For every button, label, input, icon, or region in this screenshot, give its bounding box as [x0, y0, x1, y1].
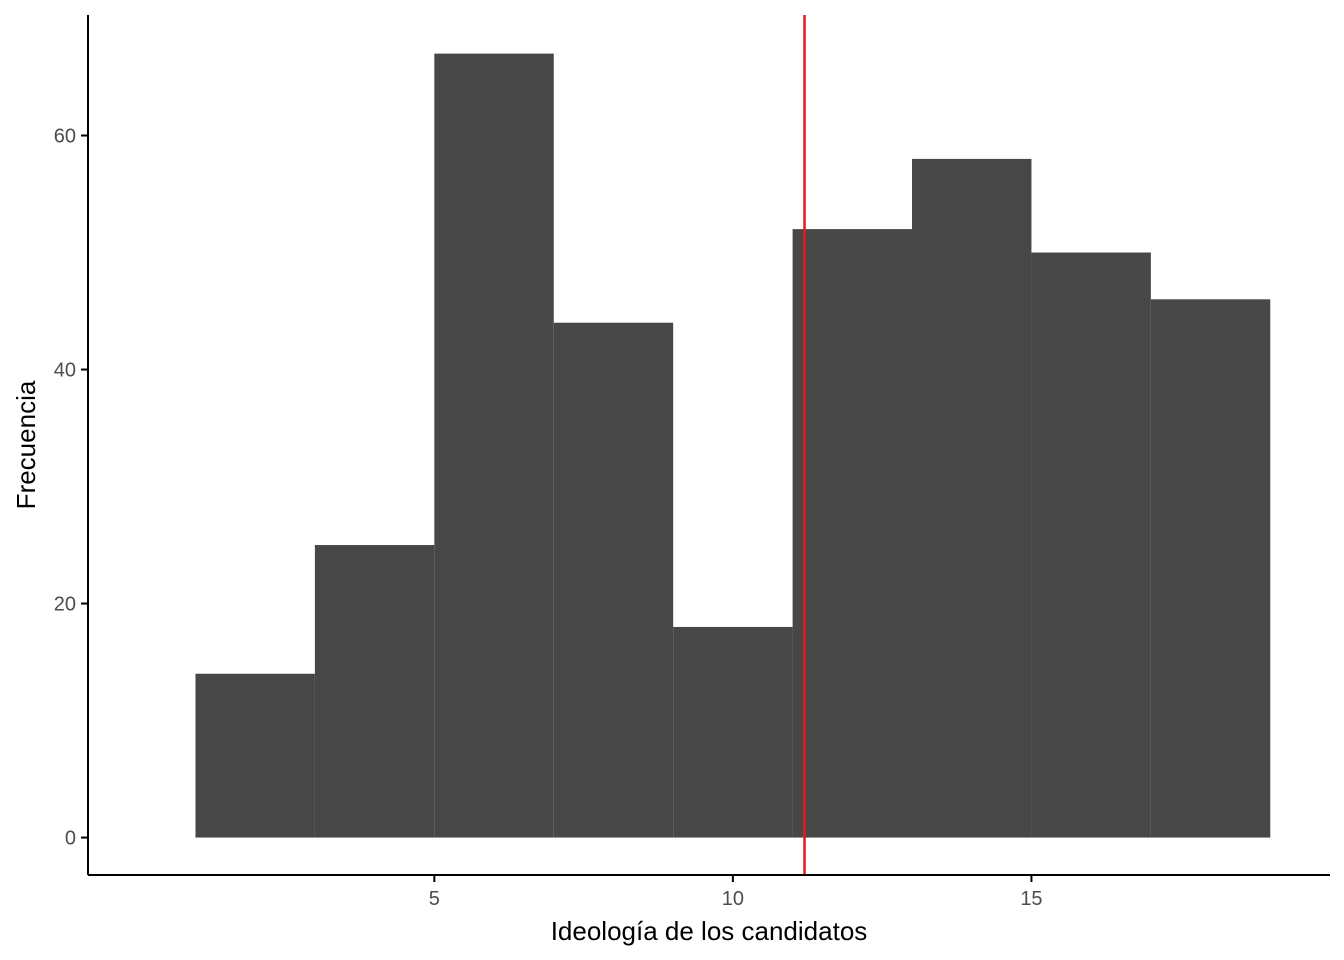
y-axis-title: Frecuencia: [11, 380, 41, 509]
x-ticks-group: 5 10 15: [429, 875, 1043, 910]
histogram-bar-5: [673, 626, 793, 838]
histogram-bar-7: [912, 158, 1032, 838]
y-ticks-group: 0 20 40 60: [54, 126, 88, 850]
histogram-bar-3: [434, 53, 554, 838]
x-axis-title: Ideología de los candidatos: [551, 916, 868, 946]
bars-group: [195, 53, 1271, 838]
histogram-bar-8: [1031, 252, 1151, 838]
x-tick-label: 10: [722, 888, 744, 910]
y-tick-label: 60: [54, 126, 76, 148]
histogram-bar-4: [553, 322, 674, 838]
histogram-bar-9: [1150, 299, 1271, 838]
x-tick-label: 5: [429, 888, 440, 910]
y-tick-label: 40: [54, 360, 76, 382]
axes-group: [87, 15, 1330, 876]
histogram-bar-2: [314, 545, 435, 838]
histogram-bar-1: [195, 673, 315, 838]
histogram-bar-6: [792, 229, 913, 838]
y-tick-label: 20: [54, 594, 76, 616]
y-tick-label: 0: [65, 828, 76, 850]
x-tick-label: 15: [1020, 888, 1042, 910]
